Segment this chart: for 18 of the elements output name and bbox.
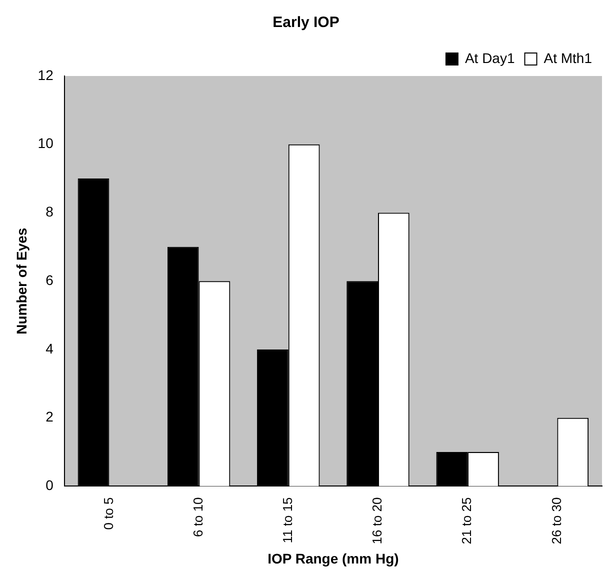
legend-label: At Mth1 (544, 50, 592, 66)
y-tick-label: 6 (46, 272, 54, 288)
y-tick-label: 10 (38, 135, 54, 152)
x-tick-label: 11 to 15 (280, 497, 295, 544)
x-tick-label: 16 to 20 (370, 497, 385, 544)
x-tick-label: 26 to 30 (548, 497, 564, 544)
y-axis-title: Number of Eyes (13, 228, 30, 334)
x-tick-label: 0 to 5 (100, 497, 116, 530)
x-tick-label: 21 to 25 (459, 497, 474, 544)
y-tick-label: 12 (38, 66, 54, 83)
y-tick-label: 8 (46, 204, 54, 220)
chart-title: Early IOP (272, 14, 340, 32)
y-tick-label: 4 (46, 340, 54, 356)
y-tick-label: 0 (46, 477, 54, 494)
legend-label: At Day1 (464, 50, 515, 66)
x-axis-title: IOP Range (mm Hg) (268, 550, 399, 566)
x-tick-label: 6 to 10 (190, 497, 206, 537)
y-tick-label: 2 (46, 408, 54, 425)
